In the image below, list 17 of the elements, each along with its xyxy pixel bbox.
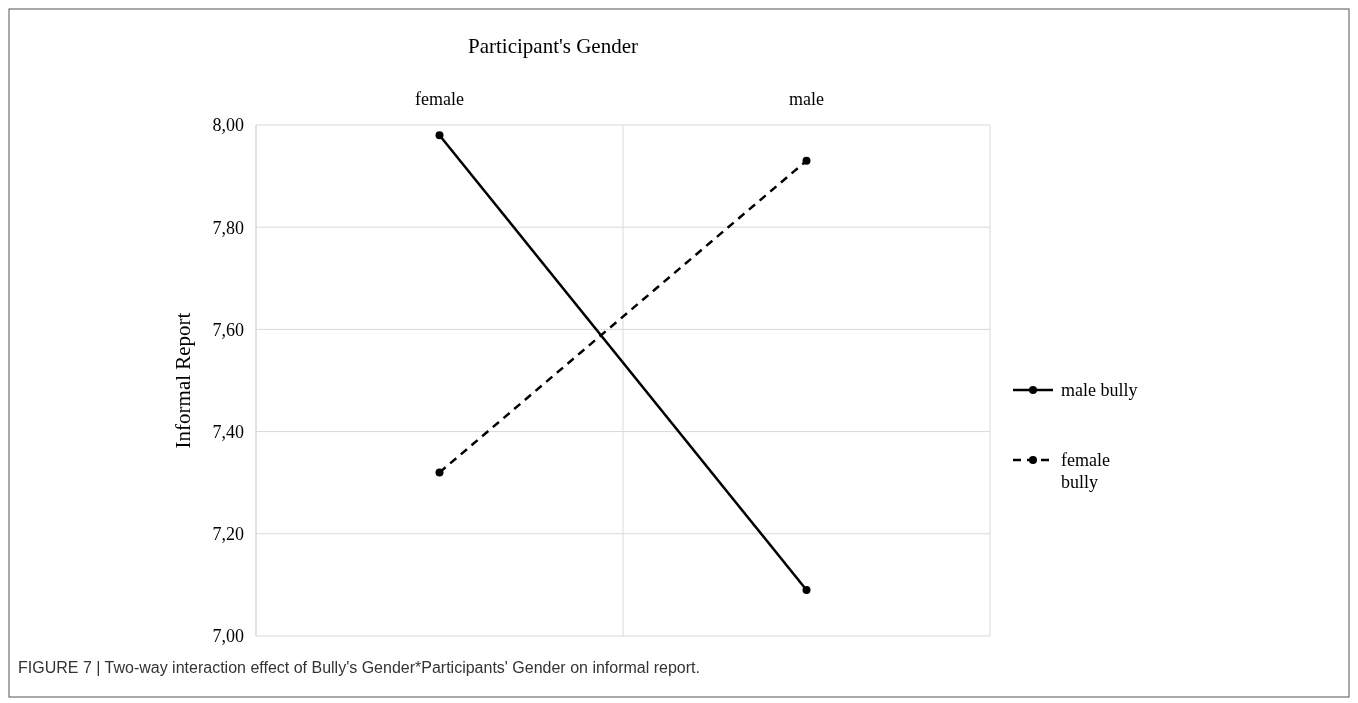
legend-label: male bully xyxy=(1061,380,1138,401)
point xyxy=(802,586,811,595)
point xyxy=(435,468,444,477)
y-axis-title: Informal Report xyxy=(171,312,195,449)
x-tick-label: female xyxy=(415,89,464,109)
caption: FIGURE 7 | Two-way interaction effect of Bully's Gender*Participants' Gender on informal report. xyxy=(18,659,700,676)
legend-label: female bully xyxy=(1061,450,1110,492)
y-tick-label: 7,80 xyxy=(212,217,244,238)
point xyxy=(435,131,444,140)
y-tick-label: 7,60 xyxy=(212,319,244,340)
point xyxy=(802,156,811,165)
x-axis-title: Participant's Gender xyxy=(468,34,638,58)
x-tick-label: male xyxy=(789,89,824,109)
y-tick-label: 7,20 xyxy=(212,524,244,545)
y-tick-label: 7,40 xyxy=(212,421,244,442)
y-tick-label: 7,00 xyxy=(212,626,244,647)
y-tick-label: 8,00 xyxy=(212,115,244,136)
